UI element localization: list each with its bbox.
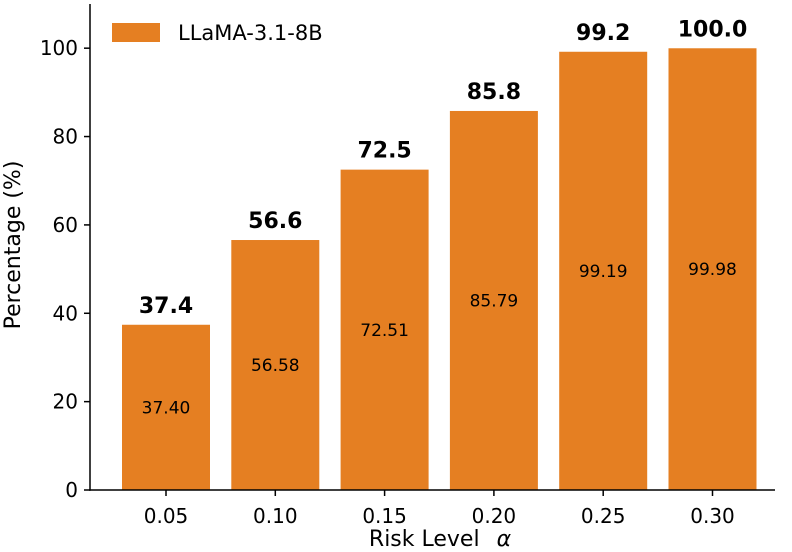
x-tick-label: 0.05 (144, 504, 189, 528)
y-axis-title: Percentage (%) (1, 161, 26, 330)
x-tick-label: 0.20 (472, 504, 517, 528)
y-tick-label: 40 (53, 301, 78, 325)
y-axis: 0 20 40 60 80 100 (40, 4, 91, 502)
bar-inner-label: 37.40 (142, 398, 191, 418)
bar-inner-label: 99.19 (579, 262, 628, 282)
bar-top-label: 85.8 (467, 80, 521, 105)
y-tick-label: 60 (53, 213, 78, 237)
bar-top-labels: 37.4 56.6 72.5 85.8 99.2 100.0 (139, 17, 747, 318)
bar (340, 169, 429, 490)
x-axis-title: Risk Level α (369, 527, 512, 552)
x-tick-label: 0.15 (362, 504, 407, 528)
x-tick-label: 0.30 (690, 504, 735, 528)
legend-swatch (112, 23, 160, 42)
x-axis: 0.05 0.10 0.15 0.20 0.25 0.30 (89, 489, 775, 528)
bar-top-label: 100.0 (678, 17, 748, 42)
y-tick-label: 100 (40, 36, 78, 60)
legend-label: LLaMA-3.1-8B (178, 21, 323, 45)
bar-top-label: 72.5 (357, 139, 411, 164)
bar-inner-label: 99.98 (688, 260, 737, 280)
bar-inner-label: 56.58 (251, 356, 300, 376)
bar (231, 240, 320, 490)
x-tick-label: 0.25 (581, 504, 626, 528)
x-axis-title-symbol: α (497, 527, 512, 552)
bar (449, 110, 538, 491)
x-tick-label: 0.10 (253, 504, 298, 528)
bar (559, 51, 648, 490)
y-tick-label: 80 (53, 125, 78, 149)
bars-layer (122, 48, 757, 491)
bar (122, 324, 210, 490)
x-axis-title-text: Risk Level (369, 527, 480, 552)
bar-top-label: 37.4 (139, 294, 193, 319)
bar-top-label: 99.2 (576, 21, 630, 46)
bar (668, 48, 757, 491)
bar-inner-labels: 37.40 56.58 72.51 85.79 99.19 99.98 (142, 260, 737, 418)
bar-inner-label: 72.51 (360, 321, 409, 341)
legend: LLaMA-3.1-8B (112, 21, 323, 45)
bar-top-label: 56.6 (248, 209, 302, 234)
bar-inner-label: 85.79 (470, 291, 519, 311)
y-tick-label: 20 (53, 390, 78, 414)
y-tick-label: 0 (65, 478, 78, 502)
